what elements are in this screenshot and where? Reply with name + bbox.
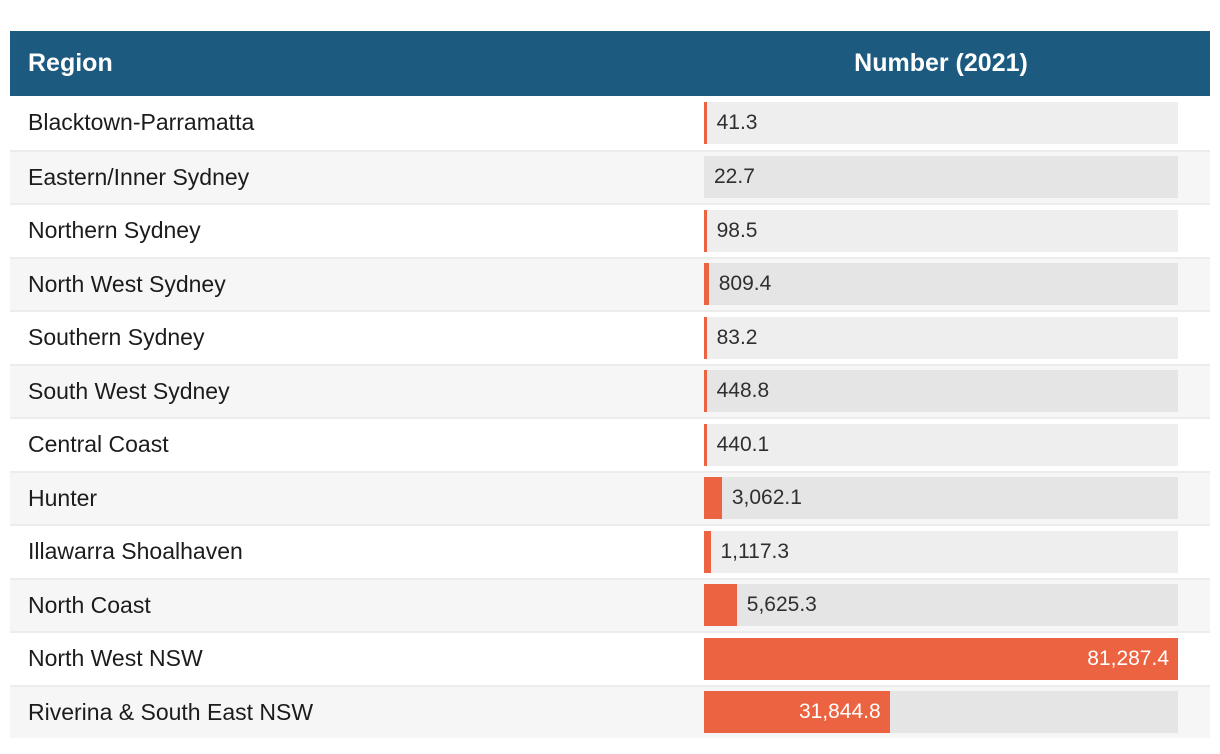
column-header-number: Number (2021): [854, 49, 1028, 77]
bar-track: 440.1: [704, 423, 1178, 466]
value-bar: [704, 584, 737, 627]
bar-cell: 81,287.4: [610, 637, 1210, 680]
bar-cell: 5,625.3: [610, 584, 1210, 627]
table-body: Blacktown-Parramatta 41.3 Eastern/Inner …: [10, 96, 1210, 738]
region-label: North Coast: [28, 591, 151, 618]
region-label: Southern Sydney: [28, 324, 205, 351]
table-row: North West NSW 81,287.4: [10, 631, 1210, 685]
value-label: 440.1: [716, 432, 770, 456]
value-label: 98.5: [716, 218, 758, 242]
value-bar: 31,844.8: [704, 691, 890, 734]
table-row: North West Sydney 809.4: [10, 256, 1210, 310]
region-label: Blacktown-Parramatta: [28, 109, 255, 136]
table-row: Southern Sydney 83.2: [10, 310, 1210, 364]
value-bar: 81,287.4: [704, 637, 1178, 680]
region-number-table: Region Number (2021) Blacktown-Parramatt…: [10, 31, 1210, 738]
table-header-row: Region Number (2021): [10, 31, 1210, 96]
value-bar: [704, 477, 722, 520]
bar-track: 5,625.3: [704, 584, 1178, 627]
value-label: 1,117.3: [720, 539, 790, 563]
table-row: Hunter 3,062.1: [10, 470, 1210, 524]
value-label: 81,287.4: [1087, 646, 1169, 670]
region-label: Central Coast: [28, 431, 169, 458]
bar-track: 83.2: [704, 316, 1178, 359]
region-label: North West Sydney: [28, 270, 226, 297]
value-label: 83.2: [716, 325, 758, 349]
bar-cell: 83.2: [610, 316, 1210, 359]
bar-cell: 440.1: [610, 423, 1210, 466]
value-label: 3,062.1: [731, 486, 802, 510]
table-row: Blacktown-Parramatta 41.3: [10, 96, 1210, 150]
bar-track: 448.8: [704, 370, 1178, 413]
value-label: 5,625.3: [746, 593, 817, 617]
bar-track: 3,062.1: [704, 477, 1178, 520]
value-bar: [704, 530, 711, 573]
region-label: Eastern/Inner Sydney: [28, 163, 250, 190]
value-bar: [704, 316, 707, 359]
column-header-region: Region: [28, 49, 113, 77]
value-bar: [704, 209, 707, 252]
table-row: Riverina & South East NSW 31,844.8: [10, 684, 1210, 738]
bar-cell: 448.8: [610, 370, 1210, 413]
value-label: 809.4: [718, 272, 772, 296]
table-row: South West Sydney 448.8: [10, 363, 1210, 417]
region-label: Hunter: [28, 484, 98, 511]
bar-cell: 41.3: [610, 101, 1210, 144]
region-label: Illawarra Shoalhaven: [28, 538, 243, 565]
bar-cell: 98.5: [610, 209, 1210, 252]
region-label: Riverina & South East NSW: [28, 698, 314, 725]
table-row: Illawarra Shoalhaven 1,117.3: [10, 524, 1210, 578]
value-bar: [704, 370, 707, 413]
bar-track: 22.7: [704, 156, 1178, 199]
value-bar: [704, 423, 707, 466]
value-label: 448.8: [716, 379, 770, 403]
bar-track: 41.3: [704, 101, 1178, 144]
value-label: 22.7: [714, 165, 755, 189]
table-row: Eastern/Inner Sydney 22.7: [10, 149, 1210, 203]
bar-track: 31,844.8: [704, 691, 1178, 734]
bar-track: 81,287.4: [704, 637, 1178, 680]
value-bar: [704, 101, 707, 144]
bar-cell: 31,844.8: [610, 691, 1210, 734]
region-label: North West NSW: [28, 645, 203, 672]
table-row: Central Coast 440.1: [10, 417, 1210, 471]
bar-cell: 22.7: [610, 156, 1210, 199]
region-label: Northern Sydney: [28, 217, 201, 244]
bar-track: 809.4: [704, 263, 1178, 306]
value-bar: [704, 263, 709, 306]
value-label: 41.3: [716, 110, 758, 134]
value-label: 31,844.8: [798, 700, 881, 724]
region-label: South West Sydney: [28, 377, 230, 404]
bar-cell: 3,062.1: [610, 477, 1210, 520]
bar-cell: 809.4: [610, 263, 1210, 306]
bar-track: 98.5: [704, 209, 1178, 252]
bar-track: 1,117.3: [704, 530, 1178, 573]
table-row: North Coast 5,625.3: [10, 577, 1210, 631]
bar-cell: 1,117.3: [610, 530, 1210, 573]
table-row: Northern Sydney 98.5: [10, 203, 1210, 257]
